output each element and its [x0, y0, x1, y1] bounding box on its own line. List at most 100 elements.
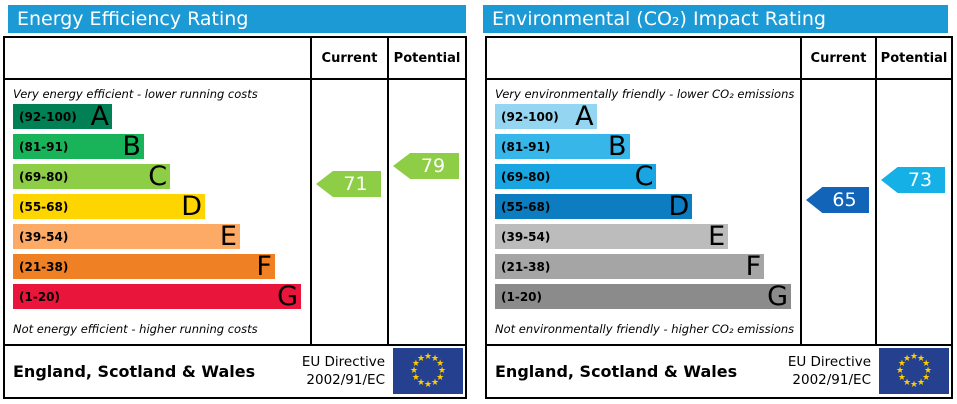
energy-footer: England, Scotland & Wales EU Directive 2… [5, 344, 465, 397]
energy-band-g-letter: G [277, 281, 299, 312]
energy-band-d: (55-68) D [13, 191, 206, 222]
eu-flag-icon: ★ ★ ★ ★ ★ ★ ★ ★ ★ ★ ★ ★ [393, 348, 463, 394]
eu-star-icon: ★ [895, 366, 905, 376]
environmental-bottom-caption: Not environmentally friendly - higher CO… [495, 322, 795, 336]
energy-eu-directive-line2: 2002/91/EC [306, 371, 385, 388]
energy-band-a: (92-100) A [13, 103, 112, 130]
energy-band-e-letter: E [219, 221, 237, 252]
environmental-band-g: (1-20) G [495, 281, 791, 312]
energy-band-e-range: (39-54) [19, 229, 69, 244]
environmental-band-d-letter: D [668, 191, 690, 222]
eu-star-icon: ★ [916, 378, 926, 389]
energy-top-caption: Very energy efficient - lower running co… [13, 87, 258, 101]
environmental-eu-directive-line1: EU Directive [787, 353, 871, 370]
environmental-panel-title: Environmental (CO₂) Impact Rating [483, 5, 948, 33]
environmental-band-f-letter: F [745, 251, 762, 282]
eu-star-icon: ★ [902, 353, 912, 364]
eu-star-icon: ★ [436, 373, 445, 383]
environmental-band-d: (55-68) D [495, 191, 693, 222]
environmental-eu-directive: EU Directive 2002/91/EC [788, 346, 871, 397]
environmental-bands: (92-100) A (81-91) B (69-80) C (55-68) D [495, 101, 794, 314]
environmental-band-chart: Very environmentally friendly - lower CO… [487, 80, 951, 344]
eu-star-icon: ★ [909, 352, 919, 362]
eu-flag-icon: ★ ★ ★ ★ ★ ★ ★ ★ ★ ★ ★ ★ [879, 348, 949, 394]
environmental-band-b-letter: B [608, 131, 627, 162]
environmental-footer: England, Scotland & Wales EU Directive 2… [487, 344, 951, 397]
environmental-band-g-letter: G [767, 281, 788, 312]
environmental-band-a-letter: A [575, 101, 594, 132]
environmental-band-a: (92-100) A [495, 101, 597, 132]
eu-star-icon: ★ [416, 378, 426, 389]
environmental-band-e-letter: E [708, 221, 726, 252]
environmental-band-g-range: (1-20) [501, 289, 542, 304]
eu-star-icon: ★ [922, 373, 931, 383]
energy-eu-directive: EU Directive 2002/91/EC [302, 346, 385, 397]
energy-panel-title: Energy Efficiency Rating [8, 5, 466, 33]
eu-star-icon: ★ [416, 353, 426, 364]
eu-star-icon: ★ [923, 366, 933, 376]
energy-eu-directive-line1: EU Directive [301, 353, 385, 370]
energy-band-f: (21-38) F [13, 253, 275, 280]
energy-band-c-letter: C [148, 161, 168, 192]
environmental-potential-column-divider [875, 80, 877, 344]
energy-potential-column-divider [387, 80, 389, 344]
energy-current-column-header: Current [310, 38, 387, 78]
environmental-eu-directive-line2: 2002/91/EC [792, 371, 871, 388]
energy-band-chart: Very energy efficient - lower running co… [5, 80, 465, 344]
energy-panel-box: Current Potential Very energy efficient … [3, 36, 467, 399]
environmental-current-column-header: Current [800, 38, 875, 78]
environmental-band-d-range: (55-68) [501, 199, 551, 214]
eu-star-icon: ★ [411, 373, 420, 383]
energy-current-rating-arrow: 71 [316, 171, 381, 197]
environmental-band-f-range: (21-38) [501, 259, 551, 274]
energy-band-c-range: (69-80) [19, 169, 69, 184]
energy-band-b: (81-91) B [13, 131, 144, 162]
eu-star-icon: ★ [922, 359, 931, 369]
energy-band-f-range: (21-38) [19, 259, 69, 274]
eu-star-icon: ★ [411, 359, 420, 369]
energy-efficiency-panel: Energy Efficiency Rating Current Potenti… [0, 0, 478, 404]
energy-current-column-divider [310, 80, 312, 344]
eu-star-icon: ★ [423, 380, 433, 390]
eu-star-icon: ★ [902, 378, 912, 389]
environmental-main-column-header [487, 38, 800, 78]
environmental-band-b: (81-91) B [495, 131, 630, 162]
energy-band-g-range: (1-20) [19, 289, 60, 304]
environmental-potential-column-header: Potential [875, 38, 951, 78]
environmental-potential-rating-value: 73 [907, 169, 933, 191]
eu-star-icon: ★ [916, 353, 926, 364]
environmental-current-rating-arrow: 65 [806, 187, 869, 213]
environmental-current-rating-value: 65 [832, 189, 857, 211]
eu-star-icon: ★ [897, 359, 906, 369]
eu-star-icon: ★ [437, 366, 447, 376]
energy-potential-column-header: Potential [387, 38, 465, 78]
environmental-band-e-range: (39-54) [501, 229, 551, 244]
energy-potential-rating-value: 79 [420, 155, 446, 177]
environmental-band-c-range: (69-80) [501, 169, 551, 184]
energy-bands: (92-100) A (81-91) B (69-80) C (55-68) D [13, 103, 304, 314]
environmental-band-b-range: (81-91) [501, 139, 551, 154]
eu-star-icon: ★ [423, 352, 433, 362]
environmental-column-header-row: Current Potential [487, 38, 951, 80]
eu-star-icon: ★ [897, 373, 906, 383]
eu-star-icon: ★ [409, 366, 419, 376]
energy-band-b-range: (81-91) [19, 139, 69, 154]
environmental-top-caption: Very environmentally friendly - lower CO… [495, 87, 795, 101]
eu-star-icon: ★ [430, 378, 440, 389]
environmental-potential-rating-arrow: 73 [881, 167, 945, 193]
energy-band-c: (69-80) C [13, 161, 171, 192]
energy-band-a-range: (92-100) [19, 109, 77, 124]
energy-band-g: (1-20) G [13, 281, 302, 312]
energy-band-e: (39-54) E [13, 221, 240, 252]
environmental-band-c-letter: C [634, 161, 654, 192]
environmental-current-column-divider [800, 80, 802, 344]
energy-bottom-caption: Not energy efficient - higher running co… [13, 322, 258, 336]
energy-band-d-letter: D [181, 191, 203, 222]
eu-star-icon: ★ [436, 359, 445, 369]
environmental-band-c: (69-80) C [495, 161, 657, 192]
energy-band-b-letter: B [122, 131, 141, 162]
energy-main-column-header [5, 38, 310, 78]
environmental-band-a-range: (92-100) [501, 109, 559, 124]
energy-band-d-range: (55-68) [19, 199, 69, 214]
